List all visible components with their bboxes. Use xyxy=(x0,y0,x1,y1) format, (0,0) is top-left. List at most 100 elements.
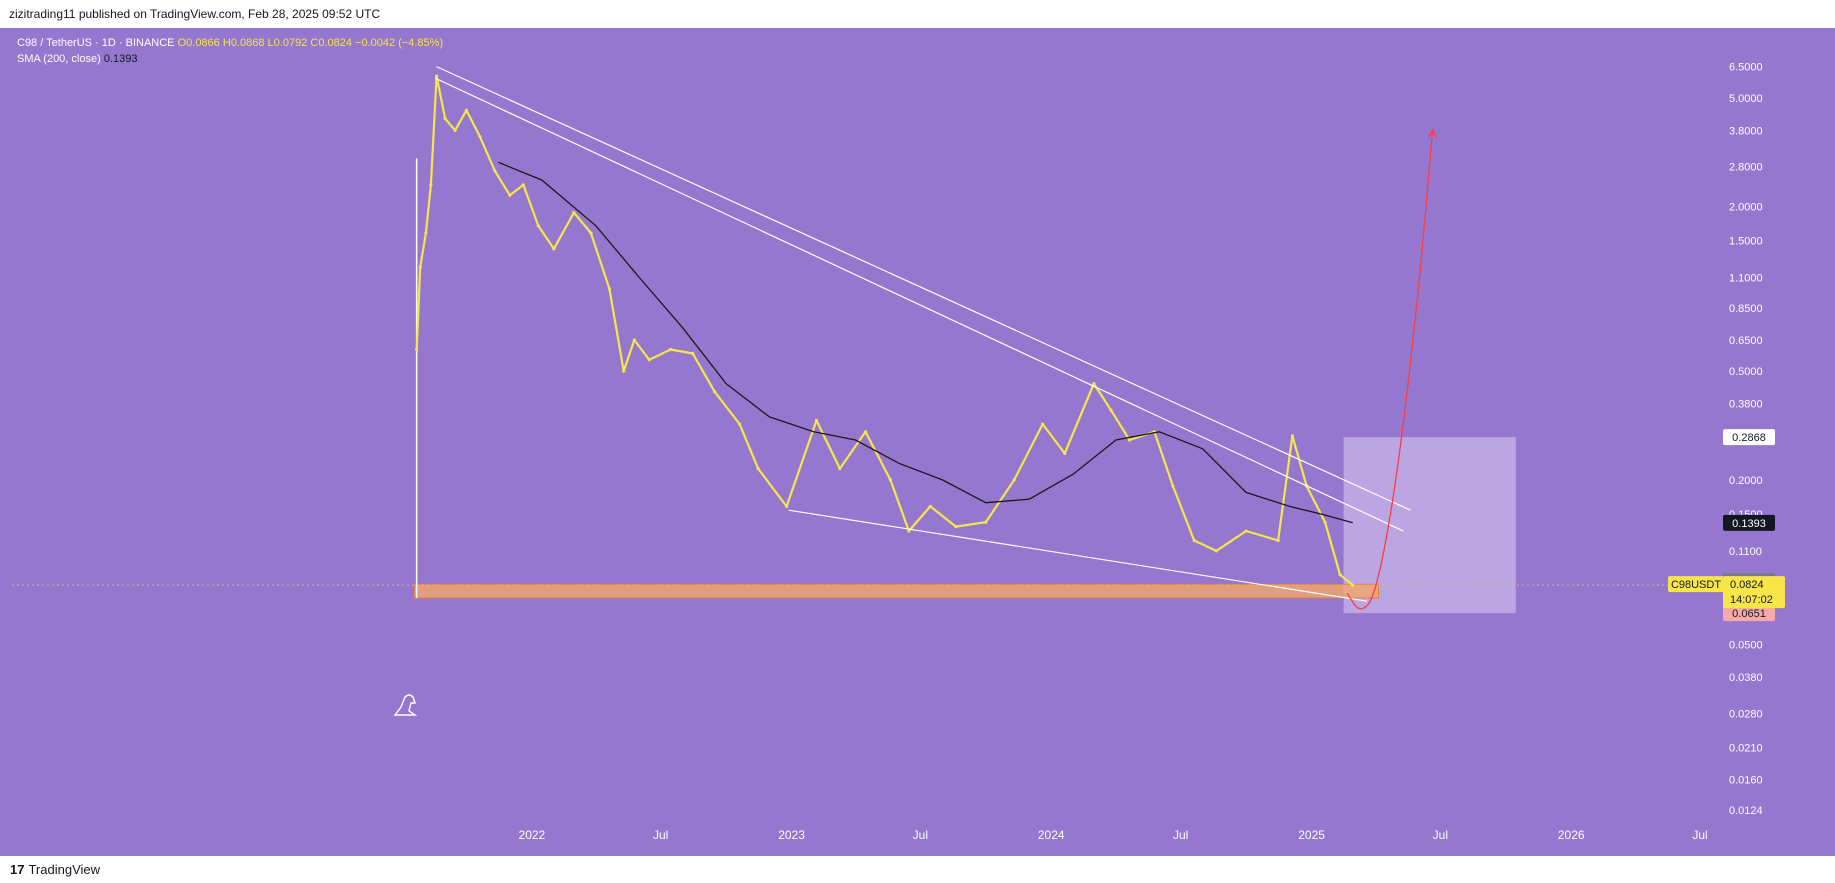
time-tick-label: 2023 xyxy=(778,828,805,842)
price-tick-label: 6.5000 xyxy=(1729,62,1763,74)
upper-trendline[interactable] xyxy=(434,77,1404,532)
upper-trendline[interactable] xyxy=(436,66,1411,511)
price-tick-label: 0.0210 xyxy=(1729,742,1763,754)
sma-label: SMA (200, close) xyxy=(17,53,101,65)
price-point xyxy=(478,135,482,139)
price-badge-label: 0.2868 xyxy=(1732,432,1766,444)
time-tick-label: 2022 xyxy=(519,828,546,842)
close-value: 0.0824 xyxy=(318,37,352,49)
price-point xyxy=(508,193,512,197)
price-point xyxy=(607,287,612,291)
price-tick-label: 0.0380 xyxy=(1729,672,1763,684)
time-tick-label: Jul xyxy=(653,828,668,842)
price-point xyxy=(1127,438,1132,442)
time-tick-label: 2025 xyxy=(1298,828,1325,842)
price-badges: 0.28680.13930.08530.0651C98USDT0.082414:… xyxy=(1668,429,1785,622)
footer: 17 TradingView xyxy=(0,856,1835,883)
price-point xyxy=(1290,434,1294,438)
target-box[interactable] xyxy=(1343,437,1516,614)
price-tick-label: 0.3800 xyxy=(1729,399,1763,411)
zones xyxy=(12,158,1728,614)
price-point xyxy=(928,504,932,508)
change-value: −0.0042 (−4.85%) xyxy=(355,37,444,49)
open-value: 0.0866 xyxy=(186,37,220,49)
price-point xyxy=(1192,538,1196,543)
price-point xyxy=(1214,549,1218,553)
price-tick-label: 0.0160 xyxy=(1729,775,1763,787)
time-axis: 2022 Jul 2023 Jul 2024 Jul 2025 Jul 2026 Jul xyxy=(519,828,1708,842)
time-tick-label: 2024 xyxy=(1038,828,1065,842)
sma-line: SMA (200, close) 0.1393 xyxy=(17,51,443,67)
price-tick-label: 0.0124 xyxy=(1729,805,1763,817)
price-point xyxy=(1063,451,1067,456)
price-tick-label: 1.5000 xyxy=(1729,236,1763,248)
price-tick-label: 2.8000 xyxy=(1729,162,1763,174)
price-point xyxy=(1171,484,1175,488)
projection-arrowhead xyxy=(1427,129,1438,138)
price-tick-label: 5.0000 xyxy=(1729,93,1763,105)
overlay-layer xyxy=(434,66,1438,610)
support-zone[interactable] xyxy=(414,583,1379,599)
price-point xyxy=(784,504,789,508)
time-tick-label: Jul xyxy=(1692,828,1707,842)
price-point xyxy=(1092,382,1096,386)
price-point xyxy=(1276,538,1280,543)
lower-trendline[interactable] xyxy=(788,509,1368,602)
price-badge-label: 0.1393 xyxy=(1732,518,1766,530)
price-badge xyxy=(1723,429,1775,446)
time-tick-label: Jul xyxy=(913,828,928,842)
price-point xyxy=(1012,478,1016,482)
price-point xyxy=(1323,520,1327,524)
price-point xyxy=(738,422,742,426)
price-tick-label: 0.8500 xyxy=(1729,303,1763,315)
price-point xyxy=(424,231,428,235)
symbol-line: C98 / TetherUS · 1D · BINANCE O0.0866 H0… xyxy=(17,35,443,51)
price-point xyxy=(838,466,842,471)
symbol-name: C98 / TetherUS · 1D · BINANCE xyxy=(17,37,175,49)
time-tick-label: Jul xyxy=(1173,828,1188,842)
brand-name: TradingView xyxy=(28,862,101,877)
price-point xyxy=(756,466,760,471)
current-price-label: 0.0824 xyxy=(1730,579,1764,591)
symbol-badge xyxy=(1668,576,1724,593)
price-point xyxy=(669,347,673,352)
price-point xyxy=(1338,573,1342,577)
price-point xyxy=(429,183,433,187)
price-point xyxy=(1244,529,1248,533)
price-point xyxy=(622,369,626,373)
price-point xyxy=(1041,422,1045,426)
price-tick-label: 1.1000 xyxy=(1729,273,1763,285)
sma-series-line[interactable] xyxy=(498,161,1353,524)
price-point xyxy=(713,390,717,394)
high-label: H xyxy=(222,37,231,49)
price-point xyxy=(521,183,525,187)
price-point xyxy=(493,169,497,173)
price-point xyxy=(443,116,447,121)
price-point xyxy=(984,520,988,524)
price-badge-label: 0.0651 xyxy=(1732,608,1766,620)
price-tick-label: 0.1100 xyxy=(1729,546,1762,558)
price-tick-label: 0.0280 xyxy=(1729,708,1763,720)
price-tick-label: 0.6500 xyxy=(1729,335,1763,347)
price-chart[interactable]: 6.5000 5.0000 3.8000 2.8000 2.0000 1.5000 1.10… xyxy=(0,28,1835,863)
legend: C98 / TetherUS · 1D · BINANCE O0.0866 H0… xyxy=(17,35,443,67)
price-point xyxy=(418,265,422,269)
close-label: C xyxy=(310,37,319,49)
price-point xyxy=(1351,583,1355,587)
price-point xyxy=(647,358,651,362)
price-axis: 6.5000 5.0000 3.8000 2.8000 2.0000 1.5000 1.10… xyxy=(1729,62,1763,817)
price-point xyxy=(464,108,469,112)
price-tick-label: 0.5000 xyxy=(1729,366,1763,378)
ohlc-values: O0.0866 H0.0868 L0.0792 C0.0824 −0.0042 … xyxy=(178,37,444,49)
projection-curve[interactable] xyxy=(1346,130,1434,610)
price-point xyxy=(453,128,457,132)
series-layer xyxy=(415,74,1355,587)
publisher-text: zizitrading11 published on TradingView.c… xyxy=(9,7,381,21)
price-point xyxy=(589,231,593,235)
price-tick-label: 3.8000 xyxy=(1729,125,1763,137)
price-point xyxy=(954,524,958,529)
sma-value: 0.1393 xyxy=(103,53,138,65)
price-tick-label: 2.0000 xyxy=(1729,202,1763,214)
chart-area[interactable]: 6.5000 5.0000 3.8000 2.8000 2.0000 1.5000 1.10… xyxy=(0,28,1835,863)
current-price-badge xyxy=(1723,576,1785,609)
